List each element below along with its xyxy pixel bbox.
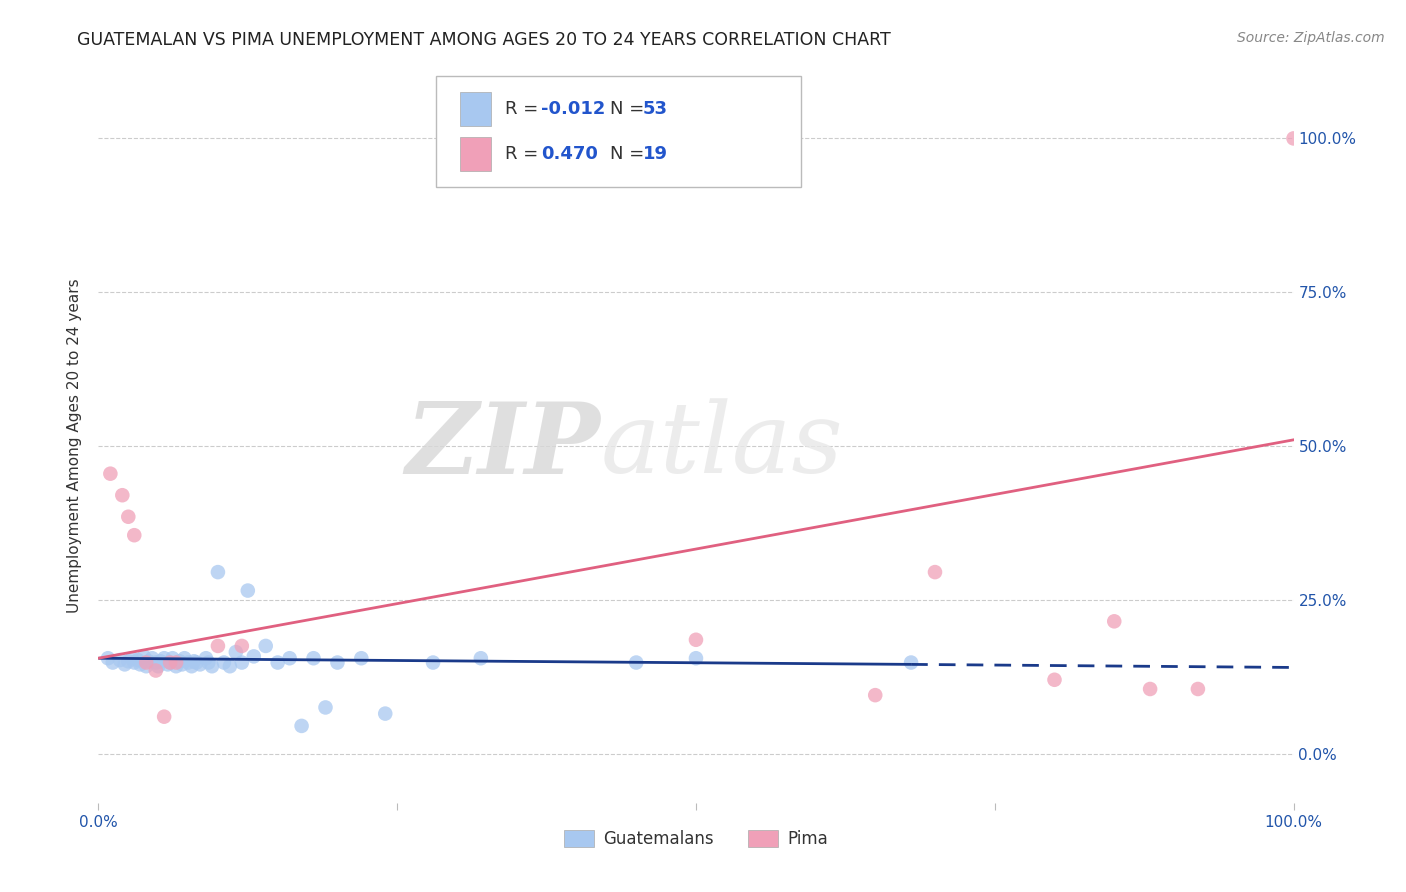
Point <box>145 664 167 678</box>
Point <box>207 565 229 579</box>
Text: ZIP: ZIP <box>405 398 600 494</box>
Point <box>145 656 167 670</box>
Point <box>129 657 152 672</box>
Point <box>278 651 301 665</box>
Point <box>207 639 229 653</box>
Point <box>156 657 179 672</box>
Point <box>236 583 259 598</box>
Point <box>177 656 200 670</box>
Point <box>219 659 242 673</box>
Point <box>127 653 149 667</box>
Point <box>124 528 146 542</box>
Point <box>254 639 277 653</box>
Point <box>1187 681 1209 696</box>
Point <box>243 649 266 664</box>
Point <box>924 565 946 579</box>
Point <box>225 645 247 659</box>
Point <box>165 659 187 673</box>
Point <box>1104 615 1126 629</box>
Point <box>141 651 163 665</box>
Legend: Guatemalans, Pima: Guatemalans, Pima <box>557 823 835 855</box>
Point <box>422 656 444 670</box>
Point <box>865 688 887 702</box>
Point <box>121 651 143 665</box>
Point <box>470 651 492 665</box>
Point <box>98 467 122 481</box>
Text: 53: 53 <box>643 100 668 118</box>
Text: Source: ZipAtlas.com: Source: ZipAtlas.com <box>1237 31 1385 45</box>
Point <box>302 651 325 665</box>
Point <box>212 656 235 670</box>
Point <box>1043 673 1066 687</box>
Point <box>188 657 211 672</box>
Point <box>111 488 134 502</box>
Point <box>197 656 219 670</box>
Point <box>165 656 187 670</box>
Point <box>900 656 922 670</box>
Point <box>114 657 136 672</box>
Point <box>195 651 218 665</box>
Text: R =: R = <box>505 145 544 163</box>
Point <box>162 651 184 665</box>
Point <box>153 709 176 723</box>
Point <box>374 706 396 721</box>
Point <box>117 509 139 524</box>
Point <box>138 654 160 668</box>
Point <box>1282 131 1305 145</box>
Point <box>108 653 131 667</box>
Y-axis label: Unemployment Among Ages 20 to 24 years: Unemployment Among Ages 20 to 24 years <box>67 278 83 614</box>
Text: N =: N = <box>610 145 650 163</box>
Point <box>685 632 707 647</box>
Point <box>135 656 157 670</box>
Point <box>159 656 181 670</box>
Text: 0.470: 0.470 <box>541 145 598 163</box>
Point <box>153 651 176 665</box>
Point <box>231 639 253 653</box>
Point <box>231 656 253 670</box>
Point <box>132 649 155 664</box>
Point <box>169 654 191 668</box>
Point <box>159 656 181 670</box>
Point <box>117 654 139 668</box>
Point <box>135 659 157 673</box>
Point <box>186 656 208 670</box>
Point <box>180 659 202 673</box>
Text: atlas: atlas <box>600 399 844 493</box>
Text: R =: R = <box>505 100 544 118</box>
Text: 19: 19 <box>643 145 668 163</box>
Point <box>267 656 290 670</box>
Point <box>172 657 194 672</box>
Point <box>124 656 146 670</box>
Point <box>183 654 205 668</box>
Text: GUATEMALAN VS PIMA UNEMPLOYMENT AMONG AGES 20 TO 24 YEARS CORRELATION CHART: GUATEMALAN VS PIMA UNEMPLOYMENT AMONG AG… <box>77 31 891 49</box>
Point <box>315 700 337 714</box>
Point <box>149 654 172 668</box>
Point <box>350 651 373 665</box>
Point <box>101 656 124 670</box>
Point <box>201 659 224 673</box>
Point <box>173 651 195 665</box>
Point <box>291 719 314 733</box>
Point <box>1139 681 1161 696</box>
Text: N =: N = <box>610 100 650 118</box>
Point <box>685 651 707 665</box>
Point <box>148 659 170 673</box>
Point <box>97 651 120 665</box>
Text: -0.012: -0.012 <box>541 100 606 118</box>
Point <box>626 656 648 670</box>
Point <box>326 656 349 670</box>
